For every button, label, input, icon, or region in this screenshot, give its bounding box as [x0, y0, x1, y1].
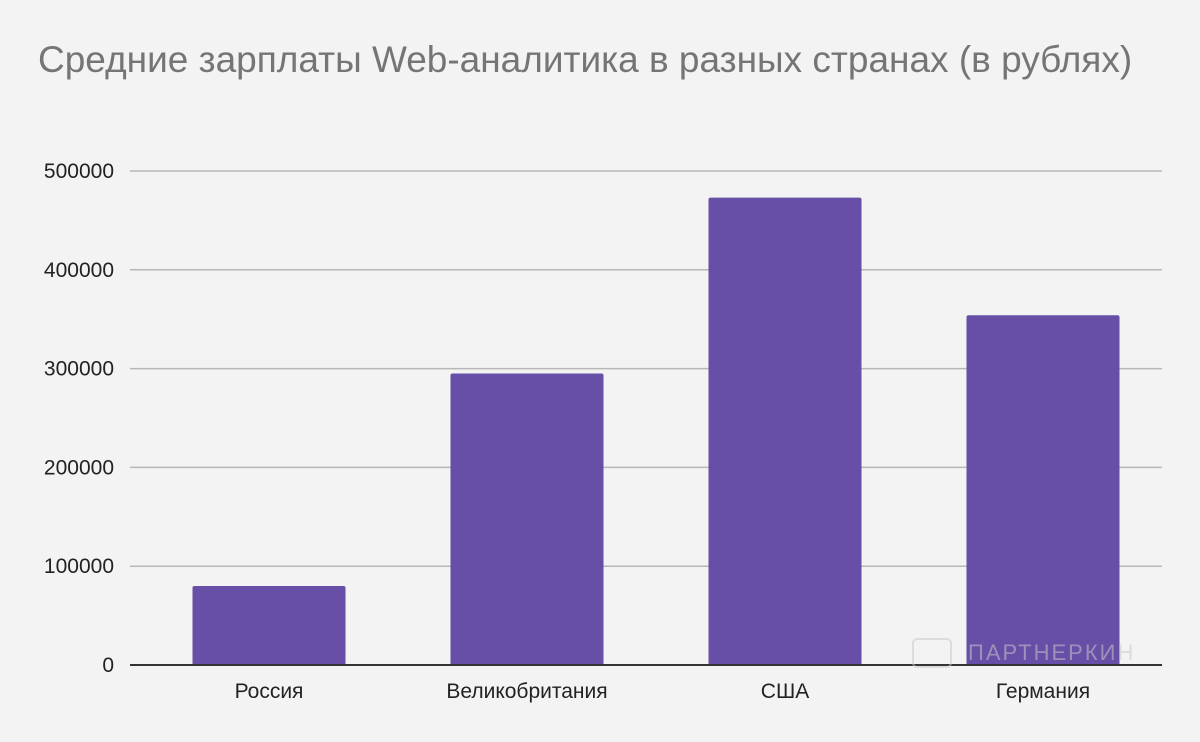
bars [192, 197, 1120, 665]
x-category-label: Великобритания [446, 680, 607, 703]
y-axis-ticks: 0 100000 200000 300000 400000 500000 [44, 160, 114, 677]
bar [708, 197, 862, 665]
y-tick-label: 0 [102, 654, 114, 677]
chart-title: Средние зарплаты Web-аналитика в разных … [38, 39, 1133, 80]
bar [450, 373, 604, 665]
x-category-label: Германия [996, 680, 1090, 703]
x-category-label: США [761, 680, 809, 703]
y-tick-label: 400000 [44, 259, 114, 282]
bar [192, 585, 346, 665]
y-tick-label: 100000 [44, 555, 114, 578]
bar [966, 315, 1120, 665]
y-tick-label: 300000 [44, 358, 114, 381]
watermark-text: ПАРТНЕРКИН [968, 640, 1136, 665]
y-tick-label: 200000 [44, 456, 114, 479]
partnerkin-logo-icon [912, 638, 952, 668]
x-axis-labels: Россия Великобритания США Германия [235, 680, 1091, 703]
x-category-label: Россия [235, 680, 304, 703]
y-tick-label: 500000 [44, 160, 114, 183]
